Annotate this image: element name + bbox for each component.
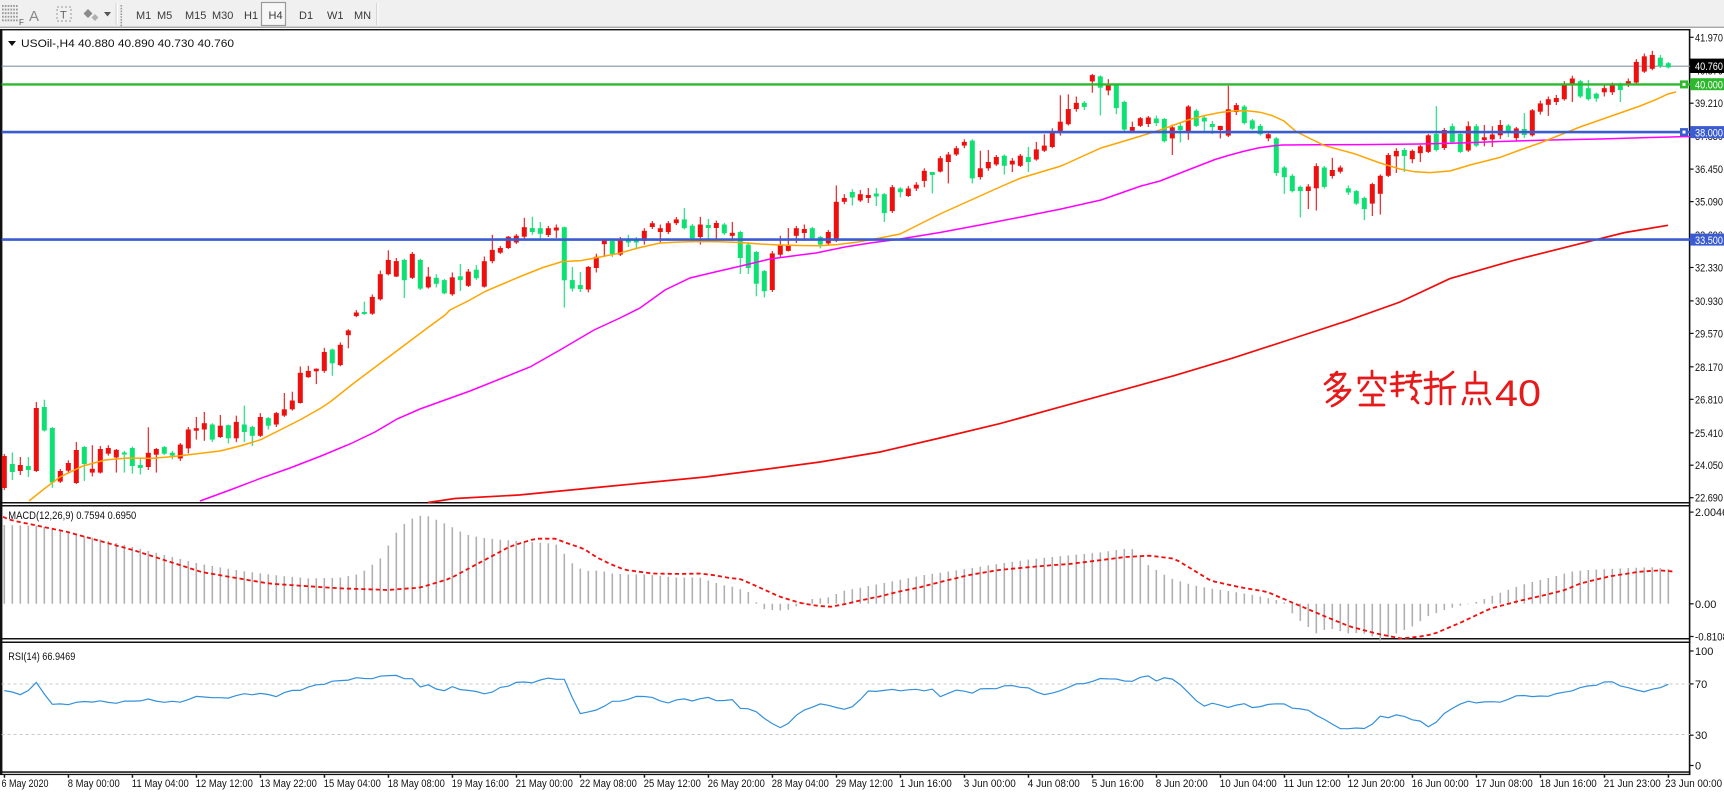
svg-text:15 May 04:00: 15 May 04:00 (324, 778, 381, 790)
svg-text:21 May 00:00: 21 May 00:00 (516, 778, 573, 790)
svg-text:25.410: 25.410 (1695, 428, 1723, 440)
svg-text:12 May 12:00: 12 May 12:00 (196, 778, 253, 790)
svg-text:3 Jun 00:00: 3 Jun 00:00 (964, 778, 1016, 790)
svg-text:18 Jun 16:00: 18 Jun 16:00 (1540, 778, 1597, 790)
svg-text:21 Jun 23:00: 21 Jun 23:00 (1604, 778, 1661, 790)
svg-text:USOil-,H4 40.880 40.890 40.73: USOil-,H4 40.880 40.890 40.730 40.760 (21, 38, 234, 50)
svg-text:M1: M1 (136, 10, 151, 22)
svg-text:12 Jun 20:00: 12 Jun 20:00 (1348, 778, 1405, 790)
svg-text:25 May 12:00: 25 May 12:00 (644, 778, 701, 790)
svg-text:MN: MN (354, 10, 371, 22)
svg-text:22.690: 22.690 (1695, 493, 1723, 505)
svg-text:4 Jun 08:00: 4 Jun 08:00 (1028, 778, 1080, 790)
svg-text:24.050: 24.050 (1695, 460, 1723, 472)
svg-text:1 Jun 16:00: 1 Jun 16:00 (900, 778, 952, 790)
svg-text:17 Jun 08:00: 17 Jun 08:00 (1476, 778, 1533, 790)
svg-text:M5: M5 (157, 10, 172, 22)
svg-text:29 May 12:00: 29 May 12:00 (836, 778, 893, 790)
svg-text:W1: W1 (327, 10, 344, 22)
svg-text:39.210: 39.210 (1695, 98, 1723, 110)
svg-text:100: 100 (1695, 646, 1713, 658)
svg-text:30.930: 30.930 (1695, 296, 1723, 308)
svg-text:26.810: 26.810 (1695, 394, 1723, 406)
svg-text:26 May 20:00: 26 May 20:00 (708, 778, 765, 790)
svg-text:28.170: 28.170 (1695, 362, 1723, 374)
svg-text:41.970: 41.970 (1695, 32, 1723, 44)
svg-text:40: 40 (1495, 373, 1541, 414)
svg-text:A: A (29, 8, 39, 25)
svg-text:70: 70 (1695, 679, 1707, 691)
svg-text:RSI(14) 66.9469: RSI(14) 66.9469 (8, 651, 75, 663)
svg-text:22 May 08:00: 22 May 08:00 (580, 778, 637, 790)
svg-text:33.500: 33.500 (1695, 235, 1723, 247)
svg-text:18 May 08:00: 18 May 08:00 (388, 778, 445, 790)
svg-text:0: 0 (1695, 761, 1701, 773)
svg-text:23 Jun 00:00: 23 Jun 00:00 (1665, 778, 1722, 790)
svg-text:16 Jun 00:00: 16 Jun 00:00 (1412, 778, 1469, 790)
svg-text:38.000: 38.000 (1695, 128, 1723, 140)
svg-text:40.000: 40.000 (1695, 80, 1723, 92)
svg-text:30: 30 (1695, 730, 1707, 742)
svg-text:13 May 22:00: 13 May 22:00 (260, 778, 317, 790)
svg-text:5 Jun 16:00: 5 Jun 16:00 (1092, 778, 1144, 790)
svg-text:11 Jun 12:00: 11 Jun 12:00 (1284, 778, 1341, 790)
svg-text:-0.8108: -0.8108 (1695, 632, 1724, 644)
svg-text:MACD(12,26,9) 0.7594 0.6950: MACD(12,26,9) 0.7594 0.6950 (8, 510, 136, 522)
svg-text:32.330: 32.330 (1695, 263, 1723, 275)
svg-text:35.090: 35.090 (1695, 197, 1723, 209)
svg-text:8 Jun 20:00: 8 Jun 20:00 (1156, 778, 1208, 790)
svg-text:11 May 04:00: 11 May 04:00 (132, 778, 189, 790)
svg-text:M15: M15 (185, 10, 206, 22)
svg-text:6 May 2020: 6 May 2020 (2, 778, 49, 790)
svg-text:T: T (60, 10, 67, 22)
svg-text:36.450: 36.450 (1695, 164, 1723, 176)
svg-text:28 May 04:00: 28 May 04:00 (772, 778, 829, 790)
svg-text:0.00: 0.00 (1695, 599, 1716, 611)
svg-text:F: F (19, 18, 24, 27)
svg-text:10 Jun 04:00: 10 Jun 04:00 (1220, 778, 1277, 790)
svg-text:H1: H1 (244, 10, 258, 22)
svg-text:29.570: 29.570 (1695, 328, 1723, 340)
svg-text:D1: D1 (299, 10, 313, 22)
svg-text:8 May 00:00: 8 May 00:00 (68, 778, 120, 790)
svg-text:2.0046: 2.0046 (1695, 507, 1724, 519)
svg-text:H4: H4 (269, 10, 283, 22)
svg-text:40.760: 40.760 (1695, 61, 1723, 73)
svg-text:19 May 16:00: 19 May 16:00 (452, 778, 509, 790)
svg-text:M30: M30 (212, 10, 233, 22)
